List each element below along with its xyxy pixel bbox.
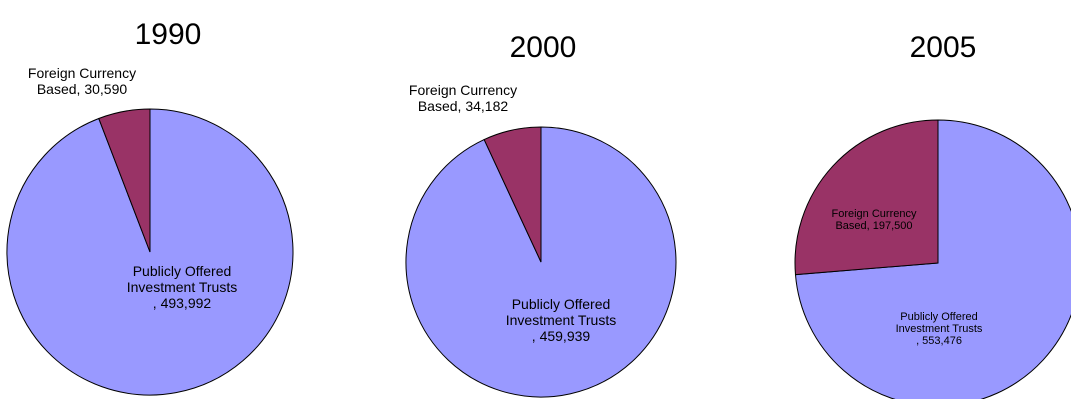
data-label-line: Investment Trusts [506,312,616,328]
data-label-line: , 553,476 [916,335,962,347]
data-label-line: Investment Trusts [127,279,237,295]
data-label-line: Foreign Currency [409,82,517,98]
data-label-foreign-currency: Foreign Currency Based, 197,500 [832,208,917,232]
data-label-line: Publicly Offered [133,263,232,279]
data-label-publicly-offered: Publicly Offered Investment Trusts, 493,9… [127,263,237,311]
pie-slice-foreign-currency [98,108,151,253]
pie-chart-1990: 1990 Publicly Offered Investment Trusts, 4… [6,18,294,396]
pie-slice-foreign-currency [483,126,542,263]
chart-title: 1990 [135,18,202,51]
data-label-publicly-offered: Publicly Offered Investment Trusts, 459,9… [506,296,616,344]
pie-slice-publicly-offered [794,119,1071,399]
data-label-publicly-offered: Publicly Offered Investment Trusts, 553,4… [896,311,983,347]
data-label-foreign-currency: Foreign Currency Based, 30,590 [28,65,136,97]
data-label-line: Based, 34,182 [418,98,509,114]
pie-chart-2005: 2005 Publicly Offered Investment Trusts, 5… [794,31,1071,399]
data-label-line: Publicly Offered [900,311,977,323]
data-label-line: , 459,939 [532,328,591,344]
chart-title: 2005 [910,31,977,64]
data-label-foreign-currency: Foreign Currency Based, 34,182 [409,82,517,114]
pie-slice-foreign-currency [794,119,939,276]
data-label-line: Foreign Currency [832,208,917,220]
data-label-line: Based, 197,500 [835,220,912,232]
pie-chart-2000: 2000 Publicly Offered Investment Trusts, 4… [405,31,677,398]
data-label-line: Based, 30,590 [37,81,128,97]
data-label-line: Investment Trusts [896,323,983,335]
data-label-line: , 493,992 [153,295,212,311]
data-label-line: Foreign Currency [28,65,136,81]
chart-title: 2000 [510,31,577,64]
data-label-line: Publicly Offered [512,296,611,312]
